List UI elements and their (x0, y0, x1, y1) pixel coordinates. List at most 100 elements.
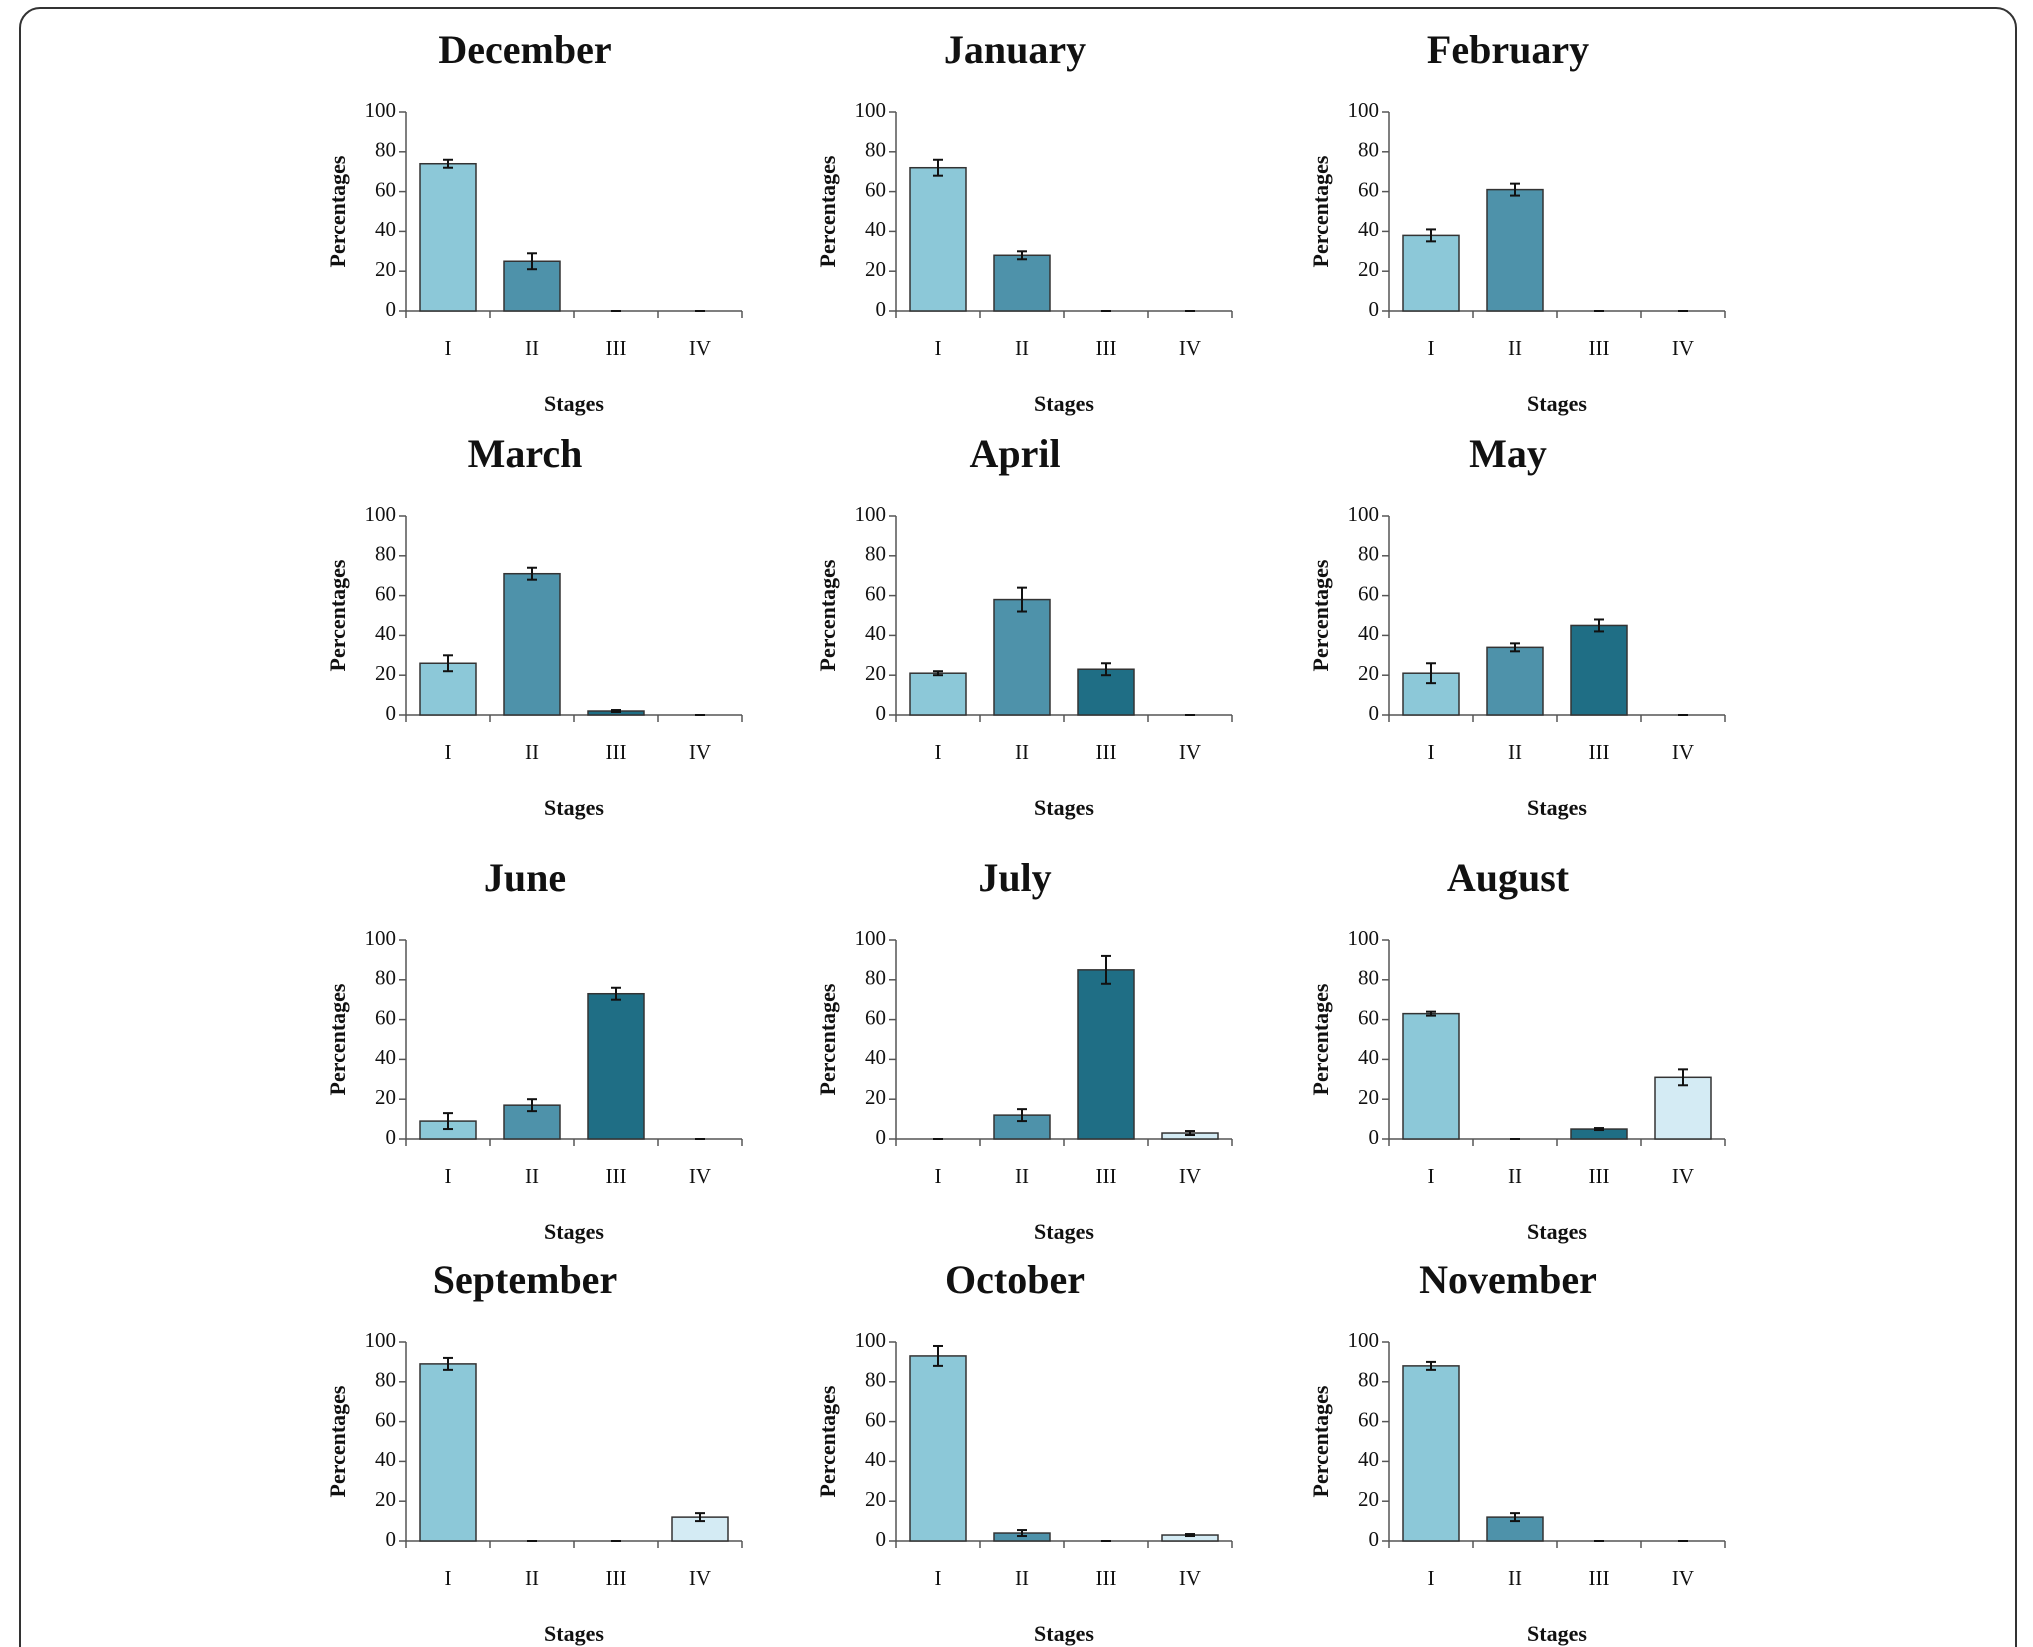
error-bar (611, 709, 621, 714)
x-axis-title: Stages (1527, 795, 1587, 820)
x-tick-label: II (1508, 1566, 1522, 1590)
error-bar (443, 1112, 453, 1131)
frame (19, 7, 2017, 1647)
y-tick-label: 0 (1369, 1527, 1380, 1551)
x-tick-label: III (1589, 1566, 1610, 1590)
x-tick-label: I (445, 1566, 452, 1590)
error-bar (1017, 586, 1027, 613)
x-tick-label: IV (689, 1566, 711, 1590)
x-tick-label: I (935, 1566, 942, 1590)
x-tick-label: I (935, 740, 942, 764)
chart-title: July (978, 855, 1051, 900)
error-bar (1101, 954, 1111, 985)
error-bar (1594, 618, 1604, 633)
y-tick-label: 100 (1348, 502, 1380, 526)
y-tick-label: 100 (855, 502, 887, 526)
error-bar (611, 986, 621, 1001)
y-tick-label: 40 (865, 217, 886, 241)
y-tick-label: 100 (365, 1328, 397, 1352)
y-tick-label: 0 (876, 297, 887, 321)
error-bar (1510, 1512, 1520, 1523)
chart-title: December (438, 27, 611, 72)
x-axis-title: Stages (1527, 391, 1587, 416)
bar (419, 1363, 477, 1542)
x-tick-label: III (606, 1164, 627, 1188)
y-tick-label: 0 (386, 701, 397, 725)
y-tick-label: 100 (855, 926, 887, 950)
bar (503, 572, 561, 716)
y-axis-title: Percentages (1308, 1385, 1333, 1497)
y-tick-label: 40 (375, 217, 396, 241)
error-bar (443, 1356, 453, 1371)
y-tick-label: 20 (1358, 257, 1379, 281)
error-bar (933, 670, 943, 677)
y-tick-label: 100 (365, 502, 397, 526)
x-tick-label: IV (689, 740, 711, 764)
x-tick-label: IV (1672, 1164, 1694, 1188)
y-axis-title: Percentages (1308, 983, 1333, 1095)
error-bar (1510, 182, 1520, 197)
bar (993, 598, 1051, 716)
error-bar (695, 1512, 705, 1523)
chart-title: March (468, 431, 583, 476)
x-tick-label: IV (1179, 1164, 1201, 1188)
y-tick-label: 0 (1369, 297, 1380, 321)
x-tick-label: II (525, 336, 539, 360)
chart-title: February (1427, 27, 1589, 72)
x-tick-label: I (935, 336, 942, 360)
x-axis-title: Stages (544, 1219, 604, 1244)
x-tick-label: II (1015, 336, 1029, 360)
error-bar (1017, 250, 1027, 261)
x-tick-label: II (525, 1566, 539, 1590)
y-tick-label: 40 (865, 1045, 886, 1069)
bar (1402, 234, 1460, 312)
x-tick-label: III (1096, 740, 1117, 764)
y-tick-label: 0 (1369, 701, 1380, 725)
error-bar (1426, 1010, 1436, 1017)
y-tick-label: 80 (375, 542, 396, 566)
y-axis-title: Percentages (815, 1385, 840, 1497)
y-tick-label: 100 (1348, 98, 1380, 122)
x-tick-label: IV (1672, 336, 1694, 360)
x-axis-title: Stages (544, 795, 604, 820)
y-axis-title: Percentages (1308, 559, 1333, 671)
y-tick-label: 60 (865, 177, 886, 201)
y-tick-label: 80 (865, 1368, 886, 1392)
y-tick-label: 40 (1358, 621, 1379, 645)
error-bar (1185, 1533, 1195, 1538)
x-axis-title: Stages (1527, 1621, 1587, 1646)
y-tick-label: 40 (375, 1045, 396, 1069)
y-axis-title: Percentages (325, 983, 350, 1095)
chart-title: May (1469, 431, 1547, 476)
y-tick-label: 80 (1358, 138, 1379, 162)
x-tick-label: IV (1179, 336, 1201, 360)
bar (1402, 1365, 1460, 1542)
x-tick-label: I (1428, 740, 1435, 764)
error-bar (1017, 1529, 1027, 1538)
x-tick-label: IV (689, 336, 711, 360)
x-tick-label: IV (1179, 1566, 1201, 1590)
x-tick-label: II (1508, 336, 1522, 360)
y-tick-label: 60 (375, 581, 396, 605)
error-bar (527, 1098, 537, 1113)
y-tick-label: 20 (1358, 1487, 1379, 1511)
x-axis-title: Stages (1034, 1219, 1094, 1244)
x-tick-label: IV (1672, 1566, 1694, 1590)
x-axis-title: Stages (544, 1621, 604, 1646)
y-axis-title: Percentages (815, 983, 840, 1095)
chart-title: October (945, 1257, 1085, 1302)
y-tick-label: 60 (375, 1005, 396, 1029)
x-tick-label: II (1015, 740, 1029, 764)
error-bar (1101, 662, 1111, 677)
x-tick-label: III (1096, 336, 1117, 360)
y-tick-label: 100 (1348, 1328, 1380, 1352)
bar (909, 1355, 967, 1542)
y-tick-label: 20 (865, 257, 886, 281)
chart-title: April (969, 431, 1060, 476)
x-tick-label: III (1096, 1566, 1117, 1590)
y-tick-label: 0 (1369, 1125, 1380, 1149)
y-tick-label: 100 (365, 98, 397, 122)
y-tick-label: 20 (375, 661, 396, 685)
bar (993, 254, 1051, 312)
